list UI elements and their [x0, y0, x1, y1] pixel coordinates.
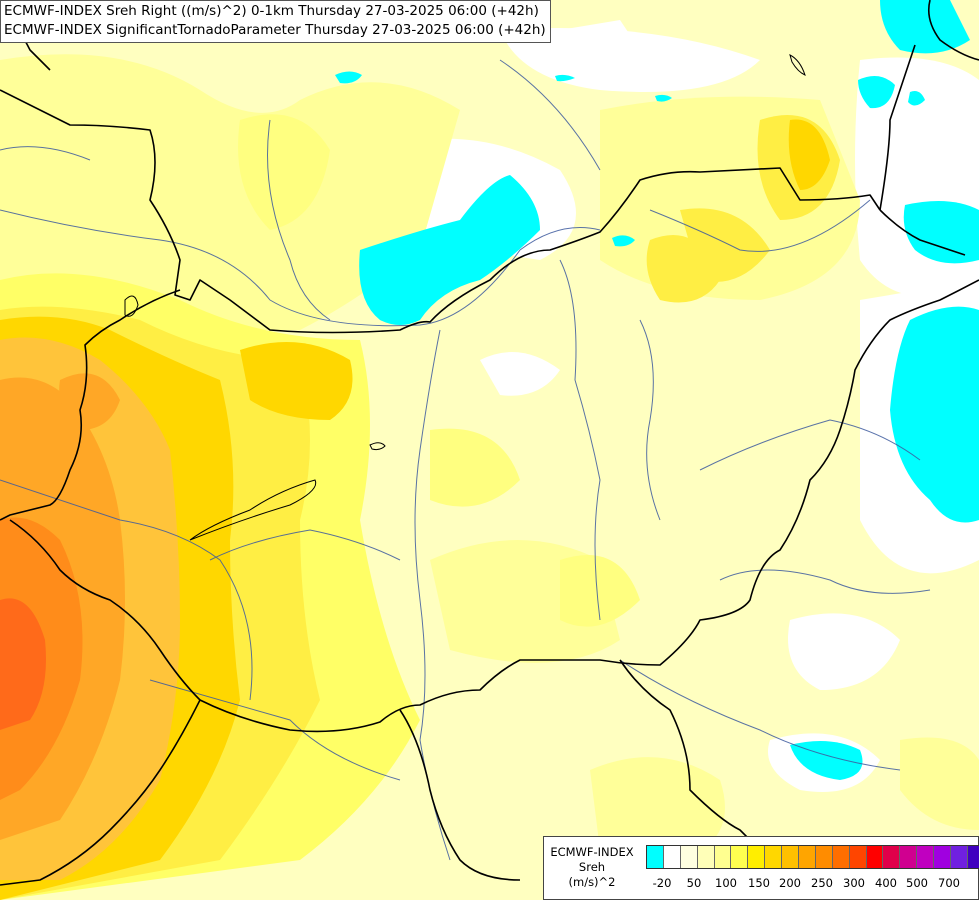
legend-swatch — [663, 846, 681, 868]
legend-tick-label: 50 — [686, 876, 702, 890]
legend-tick-label: 300 — [843, 876, 865, 890]
central-blobs — [240, 115, 840, 627]
legend-swatch — [697, 846, 715, 868]
legend-swatch — [799, 846, 816, 868]
legend-tick-label: 150 — [748, 876, 770, 890]
legend-title-model: ECMWF-INDEX — [550, 845, 634, 859]
legend-tick-label: 700 — [938, 876, 960, 890]
legend-tick-label: 400 — [875, 876, 897, 890]
legend-swatch — [647, 846, 664, 868]
map-title-box: ECMWF-INDEX Sreh Right ((m/s)^2) 0-1km T… — [0, 0, 551, 43]
lakes — [124, 54, 806, 541]
legend-tick-label: 200 — [779, 876, 801, 890]
legend-swatch — [782, 846, 800, 868]
legend-swatch — [748, 846, 766, 868]
legend-swatch — [731, 846, 749, 868]
legend-swatch — [815, 846, 833, 868]
legend-swatch — [714, 846, 732, 868]
legend-swatch — [832, 846, 850, 868]
west-gradient — [0, 273, 420, 900]
legend-swatch — [883, 846, 901, 868]
legend-title: ECMWF-INDEX Sreh (m/s)^2 — [546, 845, 638, 890]
map-title-line-1: ECMWF-INDEX Sreh Right ((m/s)^2) 0-1km T… — [4, 3, 539, 19]
legend-swatch — [765, 846, 783, 868]
legend-title-variable: Sreh — [578, 860, 606, 874]
legend-swatch — [866, 846, 884, 868]
legend-tick-label: -20 — [652, 876, 672, 890]
legend-tick-label: 500 — [906, 876, 928, 890]
legend-swatch — [849, 846, 867, 868]
legend-swatch — [934, 846, 952, 868]
legend-swatch — [917, 846, 935, 868]
legend-swatch — [967, 846, 979, 868]
legend-swatch — [680, 846, 698, 868]
legend-title-unit: (m/s)^2 — [568, 875, 616, 889]
light-yellow-zones — [0, 54, 979, 860]
map-title-line-2: ECMWF-INDEX SignificantTornadoParameter … — [4, 22, 546, 38]
legend-color-scale — [646, 845, 979, 869]
legend-tick-label: 100 — [715, 876, 737, 890]
legend-tick-label: 250 — [811, 876, 833, 890]
legend-swatch — [951, 846, 968, 868]
legend-swatch — [900, 846, 918, 868]
color-legend: ECMWF-INDEX Sreh (m/s)^2 -20 50 100 150 200 2… — [543, 836, 979, 900]
cyan-zones — [335, 0, 979, 780]
